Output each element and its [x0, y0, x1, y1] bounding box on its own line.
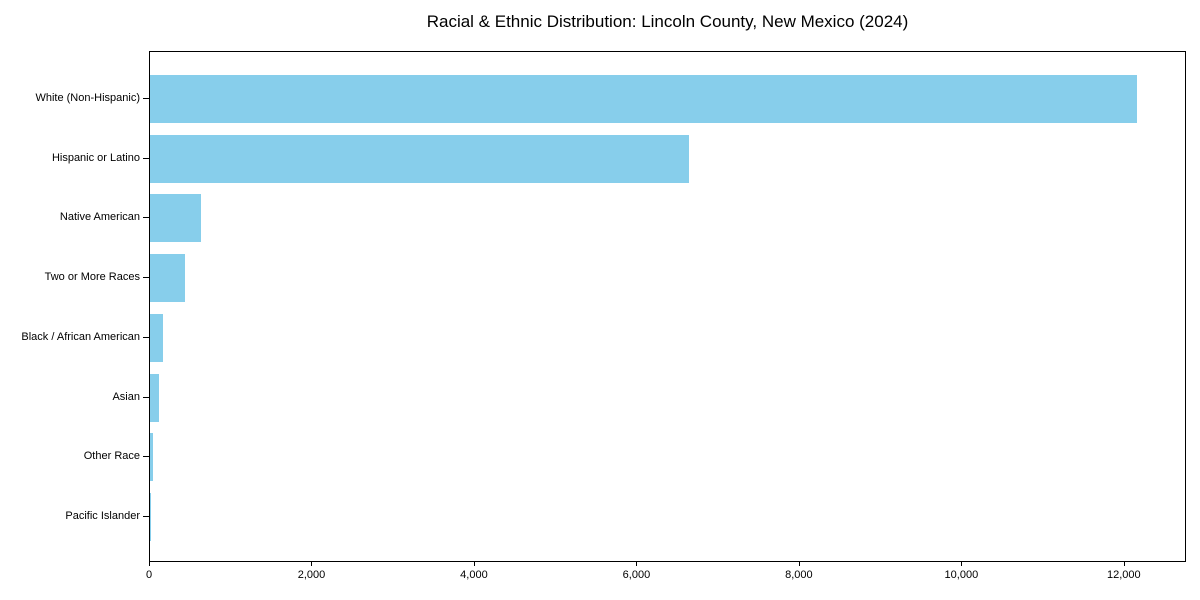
x-tick — [798, 562, 800, 566]
x-tick — [311, 562, 313, 566]
y-axis-label: Asian — [112, 390, 140, 403]
x-tick-label: 0 — [145, 569, 153, 581]
y-tick — [143, 157, 149, 159]
bar — [150, 194, 202, 243]
y-tick — [143, 396, 149, 398]
y-axis-label: Two or More Races — [44, 271, 140, 284]
y-axis-label: Other Race — [83, 450, 140, 463]
y-axis-label: Pacific Islander — [65, 509, 140, 522]
x-tick-label: 2,000 — [297, 569, 326, 581]
x-tick-label: 8,000 — [785, 569, 813, 581]
y-tick — [143, 336, 149, 338]
bar — [150, 433, 154, 482]
bar — [150, 134, 690, 183]
bar — [150, 75, 1138, 123]
y-tick — [143, 277, 149, 279]
x-tick — [1123, 562, 1125, 566]
y-axis-label: White (Non-Hispanic) — [35, 92, 140, 104]
y-axis-label: Black / African American — [21, 330, 140, 343]
plot-area — [149, 51, 1186, 562]
y-tick — [143, 217, 149, 219]
y-axis-label: Native American — [59, 211, 140, 224]
y-tick — [143, 515, 149, 517]
x-tick-label: 12,000 — [1107, 569, 1141, 581]
bar — [150, 373, 160, 422]
x-tick-label: 4,000 — [460, 569, 488, 581]
x-tick-label: 10,000 — [944, 569, 979, 581]
y-tick — [143, 456, 149, 458]
x-tick — [473, 562, 475, 566]
bar — [150, 313, 164, 362]
x-tick — [636, 562, 638, 566]
x-tick-label: 6,000 — [622, 569, 651, 581]
x-tick — [961, 562, 963, 566]
y-axis-label: Hispanic or Latino — [51, 151, 140, 164]
bar — [150, 254, 186, 303]
x-tick — [149, 562, 150, 566]
y-tick — [143, 98, 149, 99]
chart-title: Racial & Ethnic Distribution: Lincoln Co… — [426, 12, 909, 31]
